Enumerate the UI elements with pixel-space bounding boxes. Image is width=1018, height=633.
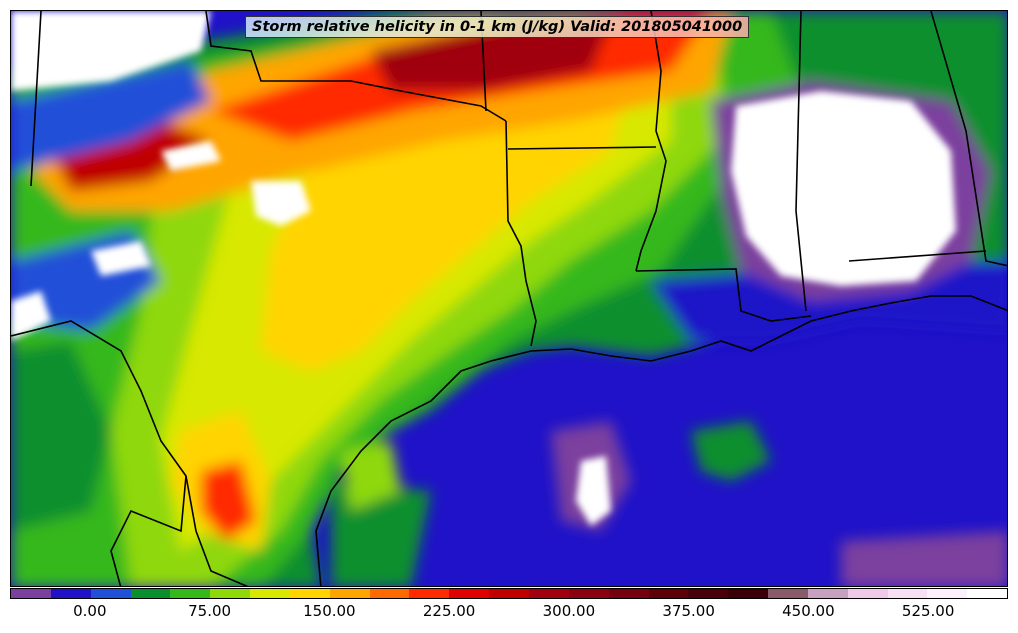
colorbar-segment: [768, 589, 808, 598]
colorbar-segment: [11, 589, 51, 598]
map-panel: [10, 10, 1008, 587]
colorbar-segment: [90, 589, 131, 598]
colorbar-segment: [329, 589, 370, 598]
colorbar-segment: [250, 589, 290, 598]
white-patches: [11, 11, 956, 526]
colorbar-segment: [170, 589, 211, 598]
colorbar-segment: [887, 589, 928, 598]
colorbar-segment: [210, 589, 251, 598]
colorbar-tick-label: 150.00: [303, 602, 356, 620]
colorbar-segment: [369, 589, 410, 598]
colorbar-segment: [50, 589, 91, 598]
helicity-contour-map: [11, 11, 1007, 586]
colorbar-segment: [130, 589, 171, 598]
colorbar-segment: [728, 589, 769, 598]
colorbar-ticks: 0.00 75.00 150.00 225.00 300.00 375.00 450.00 5…: [10, 602, 1008, 624]
map-title: Storm relative helicity in 0-1 km (J/kg)…: [245, 16, 750, 38]
colorbar: [10, 588, 1008, 599]
colorbar-segment: [409, 589, 450, 598]
colorbar-tick-label: 450.00: [782, 602, 835, 620]
colorbar-tick-label: 225.00: [422, 602, 476, 620]
colorbar-tick-label: 0.00: [73, 602, 107, 620]
colorbar-tick-label: 75.00: [188, 602, 232, 620]
colorbar-segment: [568, 589, 609, 598]
colorbar-segment: [648, 589, 689, 598]
colorbar-segment: [449, 589, 490, 598]
colorbar-segment: [847, 589, 888, 598]
colorbar-segment: [688, 589, 729, 598]
colorbar-tick-label: 375.00: [662, 602, 715, 620]
colorbar-segment: [528, 589, 569, 598]
colorbar-segment: [807, 589, 848, 598]
colorbar-segment: [967, 589, 1008, 598]
colorbar-segment: [608, 589, 649, 598]
colorbar-segment: [289, 589, 330, 598]
colorbar-segment: [927, 589, 968, 598]
colorbar-tick-label: 300.00: [542, 602, 596, 620]
colorbar-tick-label: 525.00: [901, 602, 955, 620]
colorbar-segment: [489, 589, 529, 598]
